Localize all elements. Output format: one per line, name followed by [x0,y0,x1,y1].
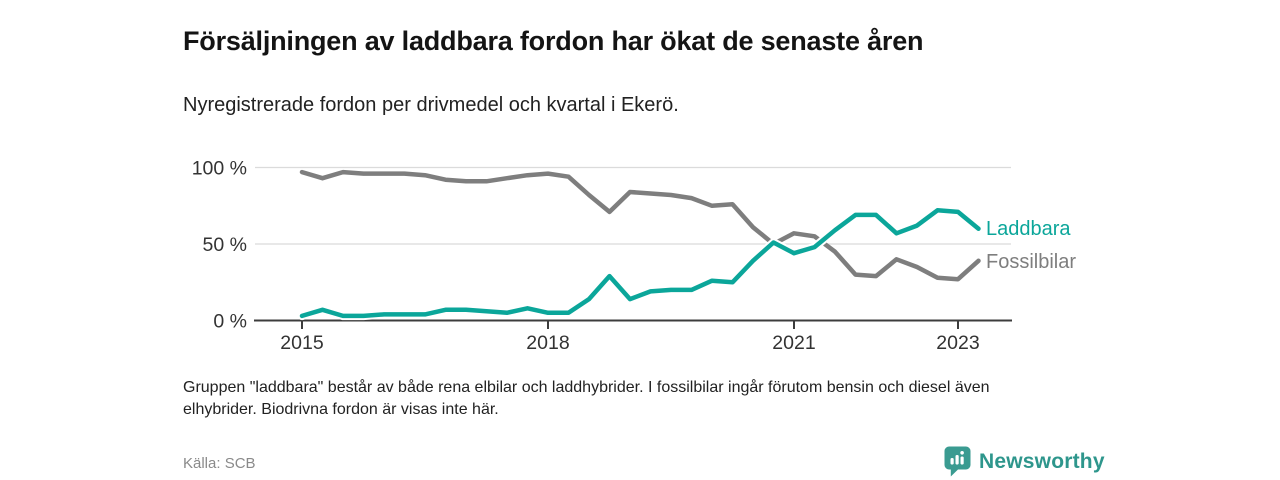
chart-area: 100 % 50 % 0 % 2015 2018 2021 2023 Laddb… [183,155,1113,360]
x-tick-label-2015: 2015 [280,332,324,354]
y-tick-label-0: 0 % [213,311,247,333]
y-tick-label-50: 50 % [203,234,247,256]
chart-subtitle: Nyregistrerade fordon per drivmedel och … [183,94,679,116]
source-attribution: Källa: SCB [183,455,256,472]
newsworthy-logo[interactable]: Newsworthy [944,446,1105,477]
x-tick-label-2018: 2018 [526,332,569,354]
x-tick-label-2021: 2021 [772,332,815,354]
y-tick-label-100: 100 % [192,158,247,180]
data-series-lines [297,169,983,321]
bar-chart-speech-bubble-icon [944,446,971,477]
line-chart: 100 % 50 % 0 % 2015 2018 2021 2023 Laddb… [192,158,1077,355]
chart-footnote: Gruppen "laddbara" består av både rena e… [183,379,990,419]
series-label-laddbara: Laddbara [986,218,1071,240]
chart-title: Försäljningen av laddbara fordon har öka… [183,26,924,57]
x-tick-label-2023: 2023 [936,332,979,354]
series-label-fossilbilar: Fossilbilar [986,251,1076,273]
newsworthy-logo-text: Newsworthy [979,449,1105,473]
